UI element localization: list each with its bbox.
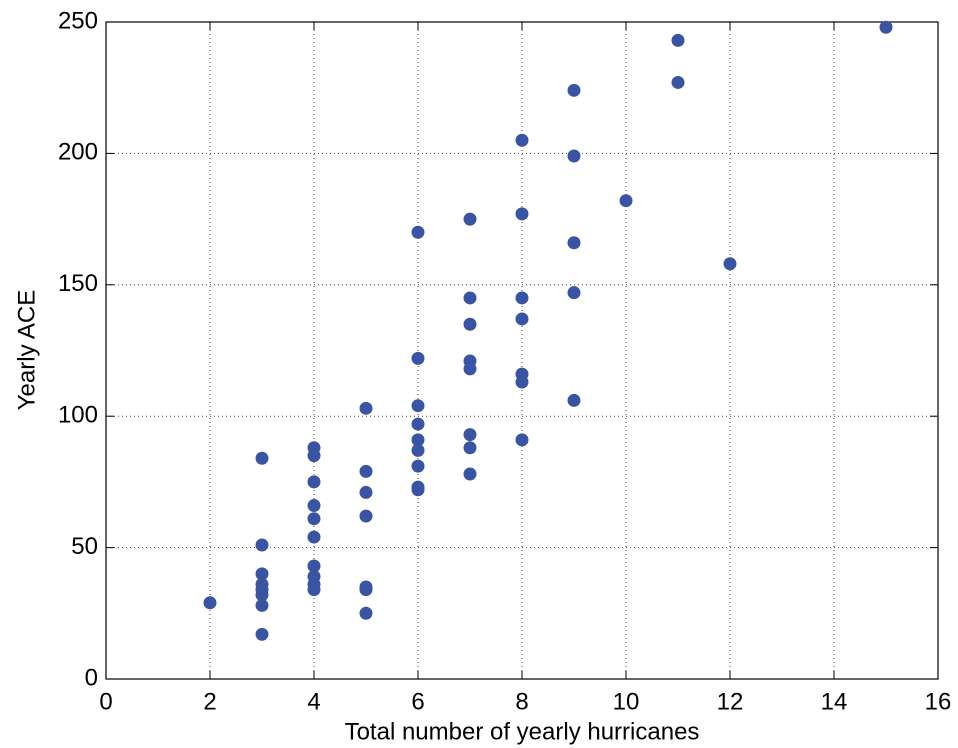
point [359, 606, 373, 620]
point [411, 399, 425, 413]
point [307, 449, 321, 463]
point [411, 433, 425, 447]
point [255, 538, 269, 552]
point [255, 598, 269, 612]
point [567, 236, 581, 250]
point [515, 312, 529, 326]
point [463, 467, 477, 481]
point [463, 441, 477, 455]
point [411, 459, 425, 473]
point [515, 133, 529, 147]
point [359, 401, 373, 415]
point [567, 286, 581, 300]
x-tick-label: 8 [515, 688, 528, 715]
x-tick-label: 14 [821, 688, 848, 715]
y-tick-label: 0 [85, 664, 98, 691]
point [411, 225, 425, 239]
x-tick-label: 4 [307, 688, 320, 715]
point [463, 317, 477, 331]
point [255, 451, 269, 465]
point [307, 475, 321, 489]
point [515, 207, 529, 221]
point [567, 393, 581, 407]
x-tick-label: 10 [613, 688, 640, 715]
point [515, 375, 529, 389]
point [671, 33, 685, 47]
point [307, 499, 321, 513]
point [515, 291, 529, 305]
point [515, 433, 529, 447]
y-tick-label: 200 [58, 139, 98, 166]
point [255, 588, 269, 602]
point [359, 464, 373, 478]
x-axis-label: Total number of yearly hurricanes [345, 718, 700, 745]
point [463, 291, 477, 305]
point [307, 530, 321, 544]
y-tick-label: 100 [58, 402, 98, 429]
point [463, 212, 477, 226]
x-tick-label: 6 [411, 688, 424, 715]
y-tick-label: 150 [58, 270, 98, 297]
point [463, 428, 477, 442]
point [411, 483, 425, 497]
point [255, 627, 269, 641]
point [671, 75, 685, 89]
y-tick-label: 50 [71, 533, 98, 560]
point [359, 509, 373, 523]
point [411, 443, 425, 457]
point [307, 583, 321, 597]
plot-frame [105, 21, 939, 680]
point [619, 194, 633, 208]
y-tick-label: 250 [58, 7, 98, 34]
x-tick-label: 12 [717, 688, 744, 715]
point [463, 362, 477, 376]
point [879, 20, 893, 34]
point [203, 596, 217, 610]
point [255, 567, 269, 581]
y-axis-label: Yearly ACE [13, 290, 40, 411]
point [567, 83, 581, 97]
point [359, 583, 373, 597]
point [307, 512, 321, 526]
point [723, 257, 737, 271]
x-tick-label: 16 [925, 688, 952, 715]
x-tick-label: 0 [99, 688, 112, 715]
x-tick-label: 2 [203, 688, 216, 715]
point [359, 485, 373, 499]
point [411, 417, 425, 431]
point [411, 351, 425, 365]
point [307, 559, 321, 573]
point [567, 149, 581, 163]
